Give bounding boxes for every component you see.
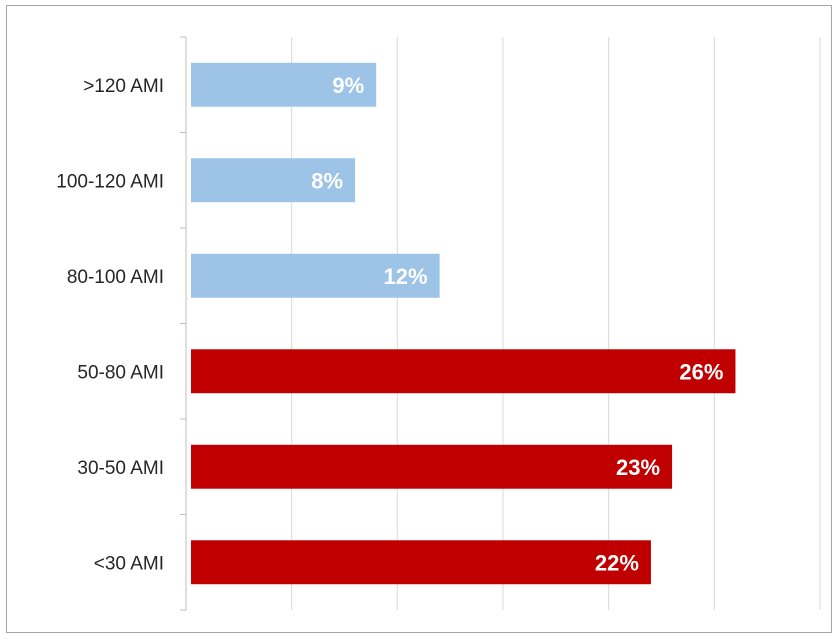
category-axis (180, 36, 187, 611)
category-label: <30 AMI (94, 553, 164, 574)
data-label: 22% (595, 550, 639, 575)
bar (191, 349, 736, 394)
category-label: 50-80 AMI (77, 362, 164, 383)
category-label: 100-120 AMI (56, 171, 164, 192)
data-labels: 9% 8% 12% 26% 23% 22% (311, 73, 723, 576)
category-labels: >120 AMI 100-120 AMI 80-100 AMI 50-80 AMI 30… (56, 76, 164, 575)
bar (191, 540, 651, 585)
data-label: 26% (679, 359, 723, 384)
bar (191, 444, 673, 489)
bar (191, 158, 356, 203)
data-label: 12% (384, 264, 428, 289)
gridlines (291, 37, 821, 610)
data-label: 23% (616, 455, 660, 480)
bar (191, 253, 440, 298)
category-label: 80-100 AMI (67, 267, 164, 288)
data-label: 8% (311, 168, 343, 193)
data-label: 9% (332, 73, 364, 98)
bars (191, 62, 736, 585)
chart-frame (6, 5, 832, 633)
category-label: >120 AMI (83, 76, 164, 97)
bar (191, 62, 377, 107)
category-label: 30-50 AMI (77, 458, 164, 479)
